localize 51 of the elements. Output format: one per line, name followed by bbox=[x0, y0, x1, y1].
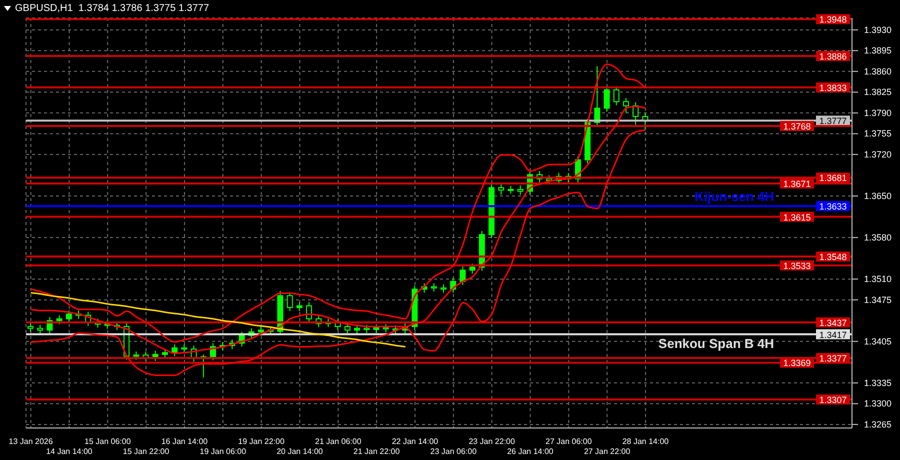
ref-line-label: 1.3833 bbox=[819, 82, 847, 93]
y-tick-label: 1.3335 bbox=[864, 378, 892, 388]
y-tick-label: 1.3895 bbox=[864, 46, 892, 56]
y-tick-label: 1.3300 bbox=[864, 398, 892, 409]
x-tick-label: 19 Jan 22:00 bbox=[238, 437, 285, 446]
y-tick-label: 1.3650 bbox=[864, 191, 892, 202]
y-tick-label: 1.3825 bbox=[864, 87, 892, 98]
y-tick-label: 1.3475 bbox=[864, 294, 892, 305]
x-tick-label: 23 Jan 06:00 bbox=[430, 447, 478, 456]
x-tick-label: 15 Jan 06:00 bbox=[84, 437, 132, 446]
y-tick-label: 1.3405 bbox=[864, 336, 892, 346]
ref-line-label: 1.3948 bbox=[819, 14, 847, 25]
chart-title: GBPUSD,H1 1.3784 1.3786 1.3775 1.3777 bbox=[15, 3, 210, 14]
x-tick-label: 22 Jan 14:00 bbox=[392, 437, 439, 446]
y-tick-label: 1.3720 bbox=[864, 149, 892, 160]
y-tick-label: 1.3510 bbox=[864, 274, 892, 284]
x-tick-label: 27 Jan 06:00 bbox=[546, 437, 592, 446]
ref-line-label: 1.3886 bbox=[819, 51, 847, 62]
x-tick-label: 13 Jan 2026 bbox=[8, 437, 54, 446]
ref-line-label: 1.3417 bbox=[819, 330, 847, 340]
x-tick-label: 26 Jan 14:00 bbox=[507, 447, 554, 456]
ref-line-label: 1.3768 bbox=[783, 121, 811, 132]
annotation: Senkou Span B 4H bbox=[658, 336, 774, 352]
y-tick-label: 1.3860 bbox=[864, 66, 892, 76]
ref-line-label: 1.3369 bbox=[783, 358, 811, 368]
ref-line-label: 1.3533 bbox=[783, 260, 811, 271]
y-tick-label: 1.3755 bbox=[864, 128, 892, 139]
y-tick-label: 1.3265 bbox=[864, 419, 892, 430]
x-tick-label: 16 Jan 14:00 bbox=[161, 437, 208, 446]
ref-line-label: 1.3633 bbox=[819, 202, 847, 212]
x-tick-label: 27 Jan 22:00 bbox=[584, 447, 631, 456]
x-tick-label: 28 Jan 14:00 bbox=[622, 437, 670, 446]
ref-line-label: 1.3307 bbox=[819, 395, 847, 406]
ref-line-label: 1.3671 bbox=[783, 179, 811, 190]
ref-line-label: 1.3681 bbox=[819, 173, 847, 184]
y-tick-label: 1.3580 bbox=[864, 232, 892, 243]
annotation: Kijun-sen 4H bbox=[694, 189, 774, 204]
x-tick-label: 20 Jan 14:00 bbox=[276, 447, 324, 456]
ref-line-label: 1.3548 bbox=[819, 252, 847, 262]
x-tick-label: 23 Jan 22:00 bbox=[468, 437, 516, 446]
y-tick-label: 1.3790 bbox=[864, 108, 892, 118]
x-tick-label: 15 Jan 22:00 bbox=[122, 447, 170, 456]
ref-line-label: 1.3437 bbox=[819, 318, 847, 328]
ref-line-label: 1.3377 bbox=[819, 353, 847, 364]
ref-line-label: 1.3615 bbox=[783, 212, 811, 222]
x-tick-label: 21 Jan 22:00 bbox=[353, 447, 400, 456]
y-tick-label: 1.3930 bbox=[864, 24, 892, 35]
x-tick-label: 19 Jan 06:00 bbox=[200, 447, 247, 456]
x-tick-label: 21 Jan 06:00 bbox=[315, 437, 362, 446]
x-tick-label: 14 Jan 14:00 bbox=[46, 447, 93, 456]
ref-line-label: 1.3777 bbox=[819, 116, 847, 126]
